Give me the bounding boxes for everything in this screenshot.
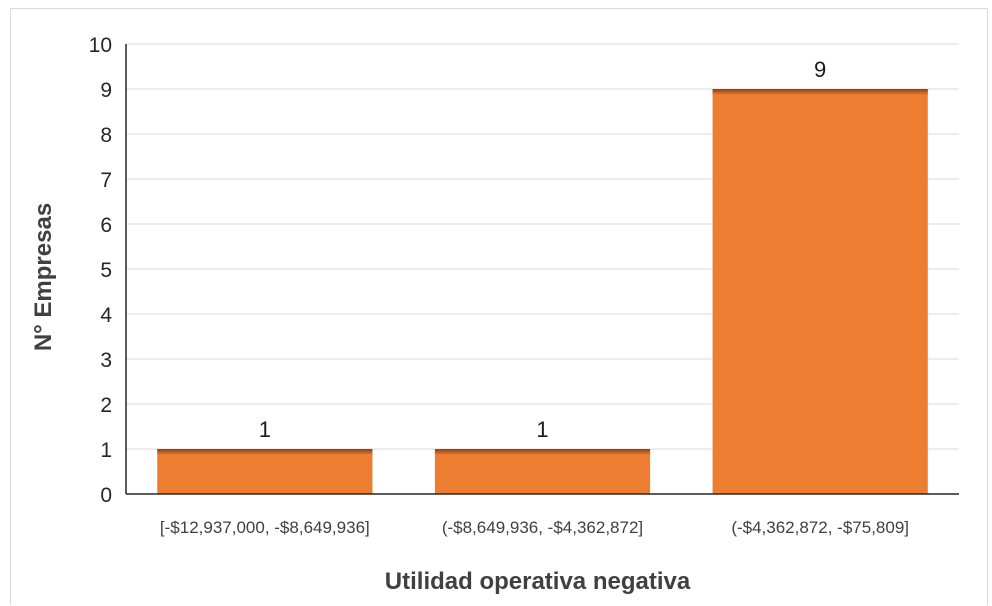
y-tick-label-9: 9 [100, 79, 112, 102]
bar-top-edge-1 [157, 449, 373, 455]
bar-chart: 0 1 2 3 4 5 6 7 8 9 10 [-$12,937,000, -$8,649,936]… [30, 34, 959, 595]
x-category-label-3: (-$4,362,872, -$75,809] [731, 518, 909, 537]
y-tick-label-1: 1 [100, 439, 112, 462]
y-tick-label-2: 2 [100, 394, 112, 417]
x-axis-title: Utilidad operativa negativa [385, 568, 691, 595]
bar-body-2 [434, 449, 651, 494]
gridlines [126, 43, 959, 450]
bar-body-3 [712, 89, 928, 494]
data-labels: 1 1 9 [259, 57, 827, 442]
bar-2 [434, 449, 651, 494]
bar-top-edge-3 [712, 89, 928, 95]
bar-3 [712, 89, 928, 494]
x-category-label-2: (-$8,649,936, -$4,362,872] [442, 518, 643, 537]
y-tick-label-0: 0 [100, 484, 112, 507]
data-label-3: 9 [814, 57, 826, 82]
chart-frame: 0 1 2 3 4 5 6 7 8 9 10 [-$12,937,000, -$8,649,936]… [10, 8, 988, 605]
y-tick-label-6: 6 [100, 214, 112, 237]
data-label-2: 1 [536, 417, 548, 442]
y-tick-label-4: 4 [100, 304, 112, 327]
y-tick-label-8: 8 [100, 124, 112, 147]
axes [125, 44, 959, 495]
y-tick-label-10: 10 [89, 34, 112, 57]
bar-1 [157, 449, 373, 494]
y-axis-title: N° Empresas [30, 203, 57, 351]
y-tick-labels: 0 1 2 3 4 5 6 7 8 9 10 [89, 34, 113, 507]
x-category-label-1: [-$12,937,000, -$8,649,936] [160, 518, 370, 537]
bar-body-1 [157, 449, 373, 494]
data-label-1: 1 [259, 417, 271, 442]
y-tick-label-5: 5 [100, 259, 112, 282]
x-category-labels: [-$12,937,000, -$8,649,936] (-$8,649,936,… [160, 518, 909, 537]
bars [157, 89, 928, 494]
y-tick-label-3: 3 [100, 349, 112, 372]
y-tick-label-7: 7 [100, 169, 112, 192]
bar-top-edge-2 [434, 449, 651, 455]
